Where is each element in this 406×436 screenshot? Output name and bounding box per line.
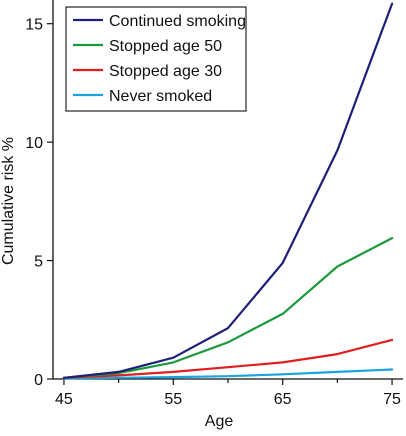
x-tick-label: 75: [383, 391, 401, 408]
axes: 0 5 10 15 45 55 65 75: [25, 0, 403, 408]
y-tick-label: 5: [34, 254, 43, 271]
x-tick-label: 55: [164, 391, 182, 408]
x-tick-label: 45: [55, 391, 73, 408]
series-line-stopped-age-30: [62, 338, 394, 379]
legend-label: Stopped age 30: [109, 63, 222, 80]
legend-label: Continued smoking: [109, 13, 246, 30]
legend-box: [65, 6, 247, 112]
y-tick-label: 15: [25, 17, 43, 34]
y-axis-label: Cumulative risk %: [0, 137, 17, 265]
series-lines: [62, 2, 394, 380]
legend-label: Never smoked: [109, 88, 212, 105]
series-line-continued-smoking: [62, 2, 394, 379]
y-tick-label: 10: [25, 135, 43, 152]
legend: Continued smoking Stopped age 50 Stopped a…: [65, 6, 247, 112]
x-axis-label: Age: [205, 413, 234, 430]
series-line-never-smoked: [62, 368, 394, 380]
y-tick-label: 0: [34, 372, 43, 389]
legend-label: Stopped age 50: [109, 38, 222, 55]
series-line-stopped-age-50: [62, 237, 394, 379]
x-tick-label: 65: [274, 391, 292, 408]
